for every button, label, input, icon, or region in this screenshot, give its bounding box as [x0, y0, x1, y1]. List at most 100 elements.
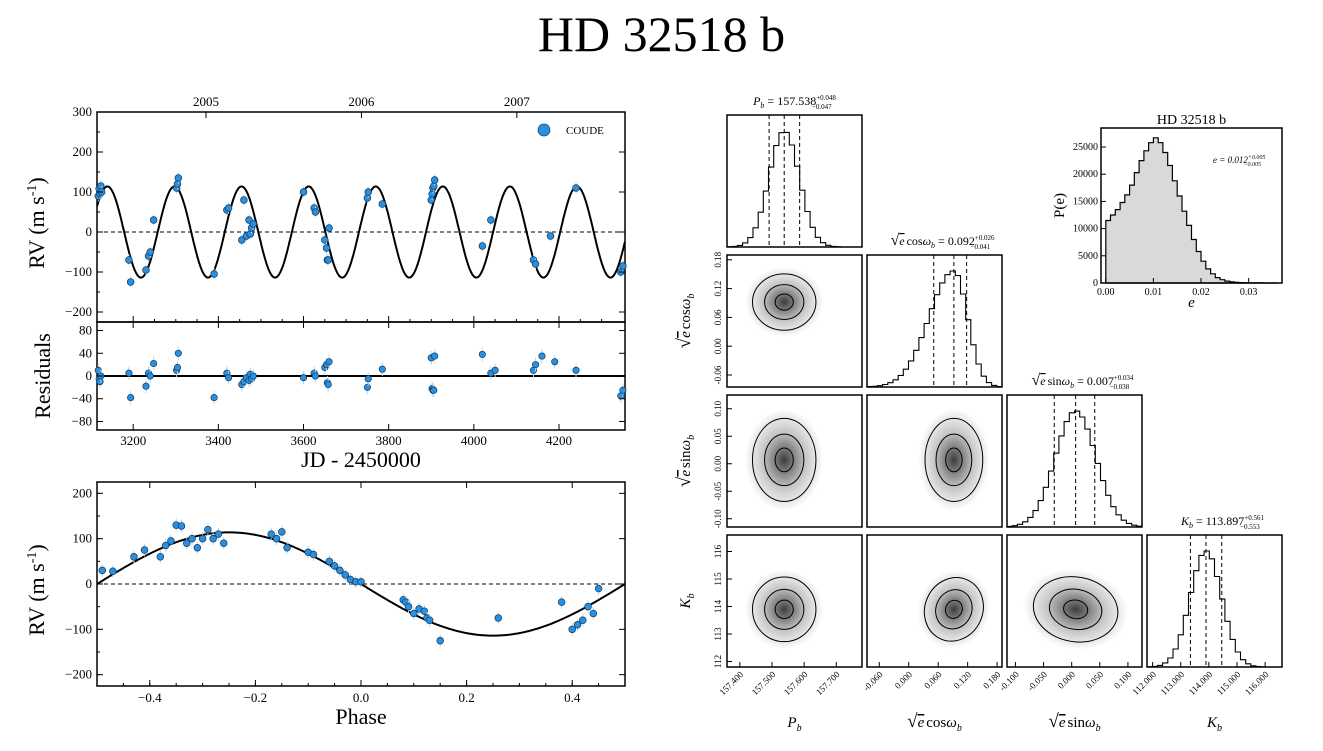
corner-y-axis-label-1: √ecosωb: [674, 294, 697, 349]
rv-time-point: [238, 236, 246, 244]
corner-contour: [751, 576, 817, 643]
rv-time-point: [325, 224, 333, 232]
rv-phase-point: [214, 530, 223, 538]
corner-density: [744, 569, 824, 650]
rv-time-year-label: 2005: [193, 94, 219, 109]
corner-panel-frame: [1006, 534, 1143, 668]
residual-point: [538, 352, 546, 360]
corner-xtick-label: 0.100: [1112, 669, 1134, 691]
corner-contour: [774, 447, 794, 473]
ecc-hist-frame: [1100, 127, 1283, 284]
corner-x-axis-label-3: Kb: [1206, 715, 1222, 734]
residuals-y-axis-label: Residuals: [30, 333, 55, 419]
corner-panel-frame: [726, 394, 863, 528]
corner-ytick-label: 0.00: [713, 455, 723, 471]
residual-point: [146, 372, 154, 380]
corner-xtick-label: -0.060: [861, 669, 885, 693]
rv-time-point: [430, 176, 439, 184]
residuals-xtick-label: 3400: [205, 433, 231, 448]
rv-time-point: [149, 216, 158, 224]
rv-time-year-label: 2007: [504, 94, 531, 109]
rv-phase-point: [283, 543, 291, 552]
rv-phase-point: [267, 530, 275, 538]
corner-ytick-label: 0.12: [713, 281, 723, 297]
corner-ytick-label: 0.06: [713, 309, 723, 325]
residual-point: [210, 394, 218, 402]
rv-phase-point: [568, 625, 576, 634]
rv-time-point: [572, 184, 580, 192]
legend-label: COUDE: [566, 125, 604, 137]
rv-phase-point: [336, 566, 344, 575]
residual-point: [619, 386, 627, 394]
rv-phase-point: [167, 537, 175, 545]
rv-time-ytick-label: −100: [65, 264, 92, 279]
rv-time-point: [125, 256, 133, 264]
rv-phase-point: [109, 567, 117, 576]
ecc-hist-title: HD 32518 b: [1157, 113, 1226, 128]
rv-phase-point: [309, 550, 318, 559]
rv-time-year-label: 2006: [348, 94, 375, 109]
corner-ytick-label: 0.05: [713, 428, 723, 444]
corner-xtick-label: 157.600: [782, 669, 810, 697]
rv-phase-point: [204, 525, 212, 534]
corner-contour: [935, 433, 973, 487]
rv-phase-point: [161, 541, 170, 550]
corner-contour-group: [1023, 568, 1128, 650]
corner-xtick-label: 112.000: [1131, 669, 1159, 697]
rv-phase-point: [410, 609, 418, 618]
corner-contour: [764, 433, 805, 487]
corner-xtick-label: 116.000: [1243, 669, 1271, 697]
ecc-ytick-label: 25000: [1073, 142, 1098, 153]
corner-ytick-label: 113: [713, 627, 723, 641]
corner-diag-frame-3: [1146, 534, 1283, 668]
ecc-ytick-label: 10000: [1073, 224, 1098, 235]
residual-point: [532, 361, 540, 369]
corner-xtick-label: 0.120: [952, 669, 974, 691]
corner-title-2: √e sinωb = 0.007+0.034 −0.038: [1031, 372, 1134, 391]
corner-ytick-label: 115: [713, 572, 723, 586]
rv-phase-point: [404, 602, 413, 611]
rv-phase-point: [594, 584, 603, 593]
ecc-ytick-label: 15000: [1073, 196, 1098, 207]
rv-time-point: [619, 262, 627, 270]
residual-point: [249, 372, 257, 380]
residual-point: [572, 366, 580, 374]
rv-phase-ytick-label: 0: [86, 576, 93, 591]
rv-time-point: [364, 188, 372, 196]
figure-title: HD 32518 b: [537, 6, 786, 62]
ecc-xtick-label: 0.03: [1240, 287, 1258, 298]
rv-phase-point: [198, 534, 207, 543]
rv-phase-point: [219, 539, 228, 547]
rv-time-point: [126, 278, 135, 286]
ecc-ytick-label: 0: [1093, 278, 1098, 289]
corner-contour-group: [918, 408, 990, 512]
corner-panel-frame: [726, 254, 863, 388]
corner-ytick-label: 112: [713, 655, 723, 668]
residual-point: [491, 366, 499, 374]
residuals-ytick-label: −80: [72, 413, 92, 428]
ecc-xtick-label: 0.01: [1145, 287, 1163, 298]
rv-phase-ytick-label: 100: [73, 531, 93, 546]
corner-density: [744, 408, 824, 512]
residuals-xtick-label: 3800: [376, 433, 402, 448]
residual-point: [551, 358, 559, 366]
corner-title-1: √e cosωb = 0.092+0.026 −0.041: [890, 232, 995, 251]
rv-time-point: [324, 256, 332, 264]
corner-xtick-label: 114.000: [1187, 669, 1215, 697]
residual-point: [225, 374, 233, 382]
rv-phase-point: [584, 602, 592, 611]
corner-contour: [924, 417, 984, 502]
residual-point: [94, 366, 102, 374]
rv-time-point: [299, 188, 308, 196]
ecc-y-axis-label: P(e): [1052, 193, 1068, 218]
rv-phase-point: [209, 534, 217, 543]
residual-point: [325, 358, 333, 366]
corner-title-0: Pb = 157.538+0.048 −0.047: [752, 94, 836, 111]
residual-point: [378, 365, 386, 373]
ecc-annotation: e = 0.012+0.005 −0.005: [1213, 155, 1265, 168]
corner-y-axis-label-3: Kb: [678, 593, 697, 609]
rv-time-point: [487, 216, 495, 224]
rv-phase-xtick-label: 0.4: [564, 690, 581, 705]
residual-point: [150, 359, 158, 368]
